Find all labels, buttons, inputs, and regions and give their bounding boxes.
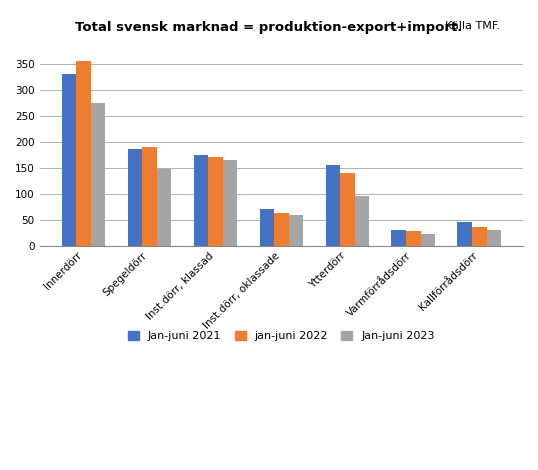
Bar [208,157,223,246]
Bar [421,234,435,246]
Bar [61,74,76,246]
Bar [472,227,486,246]
Bar [142,147,157,246]
Bar [288,215,303,246]
Bar [457,222,472,246]
Bar [486,230,501,246]
Bar [194,155,208,246]
Bar [90,102,105,246]
Bar [76,61,90,246]
Bar [340,173,355,246]
Bar [157,169,171,246]
Legend: Jan-juni 2021, jan-juni 2022, Jan-juni 2023: Jan-juni 2021, jan-juni 2022, Jan-juni 2… [123,326,440,345]
Bar [392,230,406,246]
Text: Total svensk marknad = produktion-export+import.: Total svensk marknad = produktion-export… [75,21,463,34]
Bar [128,149,142,246]
Text: Källa TMF.: Källa TMF. [438,21,500,31]
Bar [325,165,340,246]
Bar [274,213,288,246]
Bar [355,196,369,246]
Bar [406,231,421,246]
Bar [259,209,274,246]
Bar [223,160,237,246]
